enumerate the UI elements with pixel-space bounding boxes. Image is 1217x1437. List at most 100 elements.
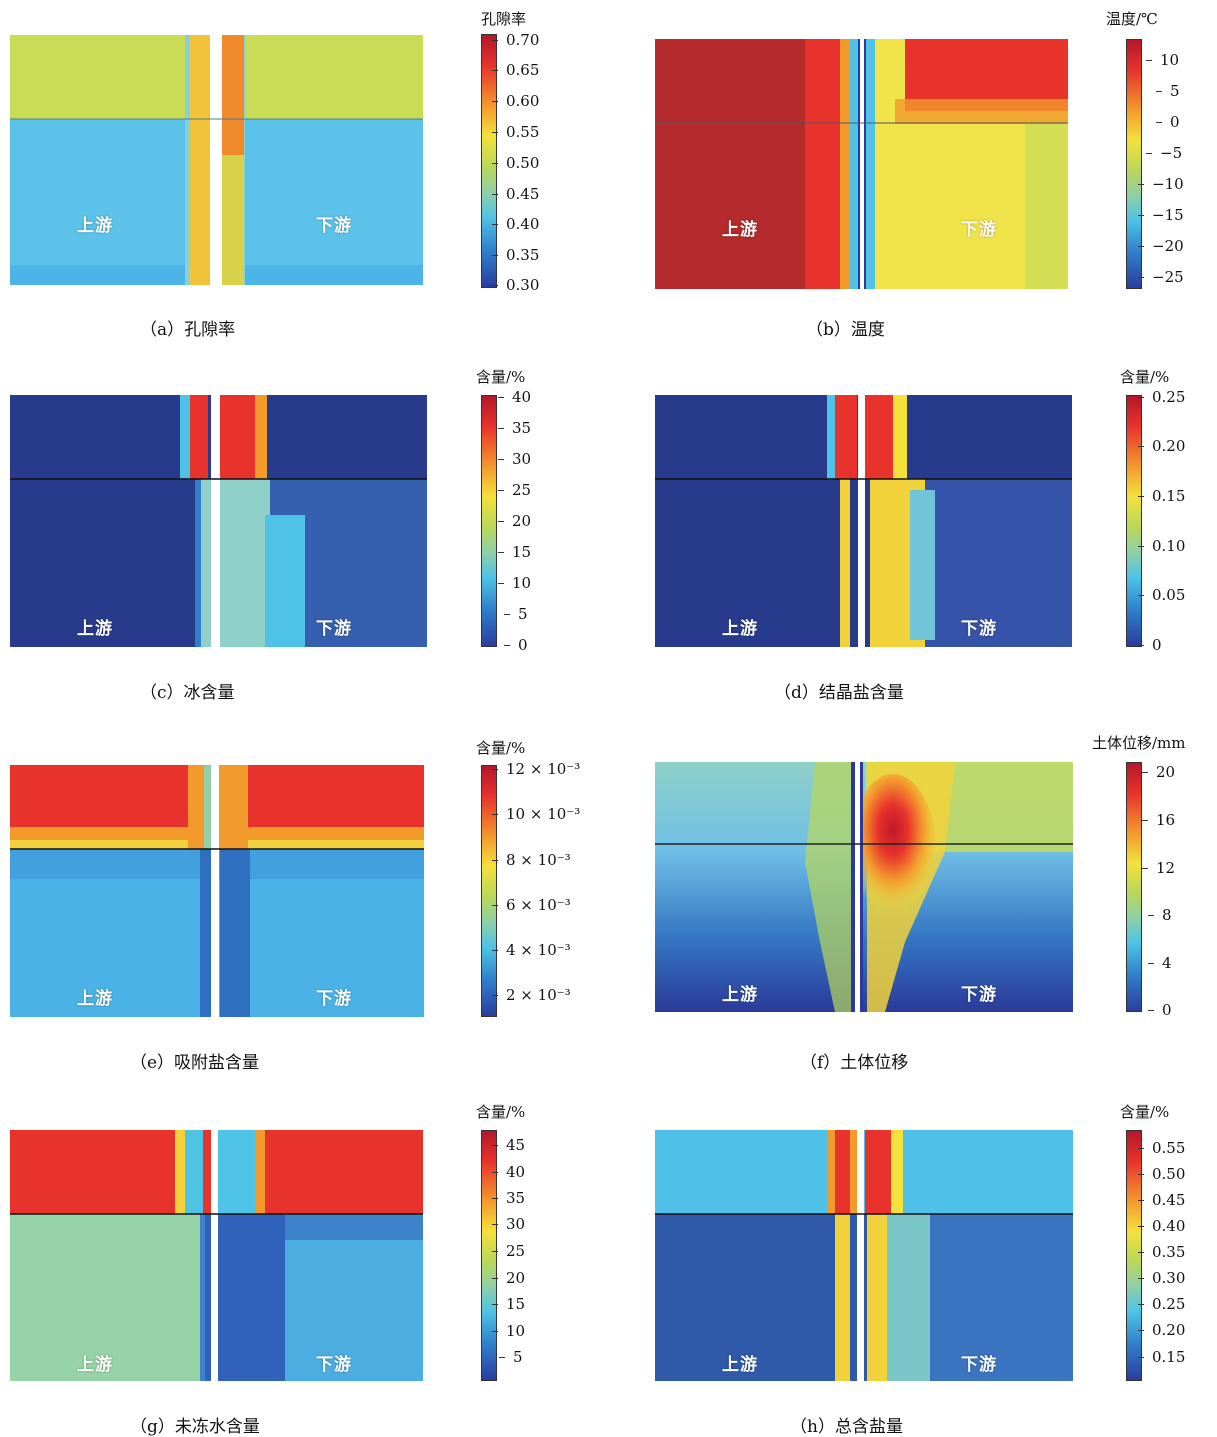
tick-label: 0.10 (1137, 537, 1186, 555)
panel-caption: （c）冰含量 (140, 683, 235, 703)
tick-label: 0 (1156, 113, 1180, 131)
tick-label: 0.20 (1137, 1321, 1186, 1339)
tick-label: 40 (491, 1163, 526, 1181)
colorbar (481, 34, 497, 288)
contour-map-total-salt: 上游 下游 (655, 1130, 1073, 1381)
downstream-label: 下游 (961, 619, 997, 639)
contour-map-unfrozen-water: 上游 下游 (10, 1130, 423, 1381)
panel-caption: （a）孔隙率 (140, 320, 236, 340)
tick-label: 35 (497, 419, 532, 437)
upstream-label: 上游 (722, 619, 758, 639)
panel-caption: （f）土体位移 (800, 1053, 909, 1073)
tick-label: 15 (491, 1295, 526, 1313)
tick-label: 0.20 (1137, 437, 1186, 455)
tick-label: −15 (1138, 206, 1184, 224)
tick-label: 8 (1148, 906, 1172, 924)
panel-caption: （h）总含盐量 (790, 1417, 903, 1437)
colorbar-title: 含量/% (1120, 1103, 1170, 1121)
tick-label: 0.25 (1137, 388, 1186, 406)
tick-label: 0.35 (491, 246, 540, 264)
panel-caption: （g）未冻水含量 (130, 1417, 260, 1437)
downstream-label: 下游 (961, 1355, 997, 1375)
contour-map-ice-content: 上游 下游 (10, 395, 427, 647)
colorbar (481, 395, 497, 647)
upstream-label: 上游 (722, 985, 758, 1005)
colorbar (1126, 395, 1142, 647)
downstream-label: 下游 (961, 985, 997, 1005)
tick-label: 0.30 (491, 276, 540, 294)
contour-map-crystal-salt: 上游 下游 (655, 395, 1072, 647)
colorbar (1126, 1130, 1142, 1381)
tick-label: 0.65 (491, 61, 540, 79)
tick-label: 0.25 (1137, 1295, 1186, 1313)
tick-label: 45 (491, 1136, 526, 1154)
downstream-label: 下游 (961, 220, 997, 240)
tick-label: 0.45 (1137, 1191, 1186, 1209)
colorbar-title: 含量/% (476, 1103, 526, 1121)
tick-label: 0.15 (1137, 487, 1186, 505)
tick-label: 16 (1141, 811, 1176, 829)
tick-label: 0 (504, 636, 528, 654)
tick-label: 25 (491, 1242, 526, 1260)
tick-label: 0.15 (1137, 1348, 1186, 1366)
upstream-label: 上游 (77, 989, 113, 1009)
tick-label: 40 (497, 388, 532, 406)
tick-label: 4 × 10⁻³ (492, 941, 571, 959)
tick-label: 0 (1138, 636, 1162, 654)
tick-label: 25 (497, 481, 532, 499)
upstream-label: 上游 (722, 1355, 758, 1375)
tick-label: 5 (1156, 82, 1180, 100)
tick-label: 30 (497, 450, 532, 468)
contour-map-porosity: 上游 下游 (10, 35, 423, 285)
tick-label: 20 (497, 512, 532, 530)
tick-label: 0.55 (1137, 1139, 1186, 1157)
tick-label: 0.70 (491, 31, 540, 49)
upstream-label: 上游 (77, 216, 113, 236)
tick-label: 5 (504, 605, 528, 623)
colorbar-title: 含量/% (476, 739, 526, 757)
tick-label: 2 × 10⁻³ (492, 986, 571, 1004)
tick-label: −10 (1138, 175, 1184, 193)
colorbar-title: 孔隙率 (481, 10, 527, 28)
colorbar (1126, 39, 1142, 289)
upstream-label: 上游 (722, 220, 758, 240)
downstream-label: 下游 (316, 619, 352, 639)
tick-label: 10 (491, 1322, 526, 1340)
colorbar-title: 含量/% (476, 368, 526, 386)
downstream-label: 下游 (316, 1355, 352, 1375)
colorbar-title: 温度/℃ (1106, 10, 1158, 28)
tick-label: 15 (497, 543, 532, 561)
tick-label: 12 × 10⁻³ (491, 760, 581, 778)
tick-label: 0.50 (491, 154, 540, 172)
upstream-label: 上游 (77, 619, 113, 639)
panel-caption: （d）结晶盐含量 (774, 683, 904, 703)
tick-label: 20 (491, 1269, 526, 1287)
colorbar (481, 1130, 497, 1381)
tick-label: 12 (1141, 859, 1176, 877)
tick-label: 0.05 (1137, 586, 1186, 604)
tick-label: −25 (1138, 268, 1184, 286)
tick-label: 0.40 (1137, 1217, 1186, 1235)
tick-label: 0.45 (491, 185, 540, 203)
tick-label: 0.40 (491, 215, 540, 233)
downstream-label: 下游 (316, 989, 352, 1009)
tick-label: 0.35 (1137, 1243, 1186, 1261)
tick-label: 35 (491, 1189, 526, 1207)
panel-caption: （e）吸附盐含量 (130, 1053, 260, 1073)
tick-label: 4 (1148, 954, 1172, 972)
tick-label: 10 (497, 574, 532, 592)
contour-map-temperature: 上游 下游 (655, 39, 1068, 289)
tick-label: 0.30 (1137, 1269, 1186, 1287)
upstream-label: 上游 (77, 1355, 113, 1375)
tick-label: 0.55 (491, 123, 540, 141)
tick-label: 10 (1145, 51, 1180, 69)
colorbar-title: 土体位移/mm (1092, 734, 1186, 752)
panel-caption: （b）温度 (806, 320, 885, 340)
tick-label: 0.50 (1137, 1165, 1186, 1183)
tick-label: −5 (1145, 144, 1183, 162)
downstream-label: 下游 (316, 216, 352, 236)
tick-label: 20 (1141, 763, 1176, 781)
tick-label: 8 × 10⁻³ (492, 851, 571, 869)
colorbar-title: 含量/% (1120, 368, 1170, 386)
tick-label: 0.60 (491, 92, 540, 110)
